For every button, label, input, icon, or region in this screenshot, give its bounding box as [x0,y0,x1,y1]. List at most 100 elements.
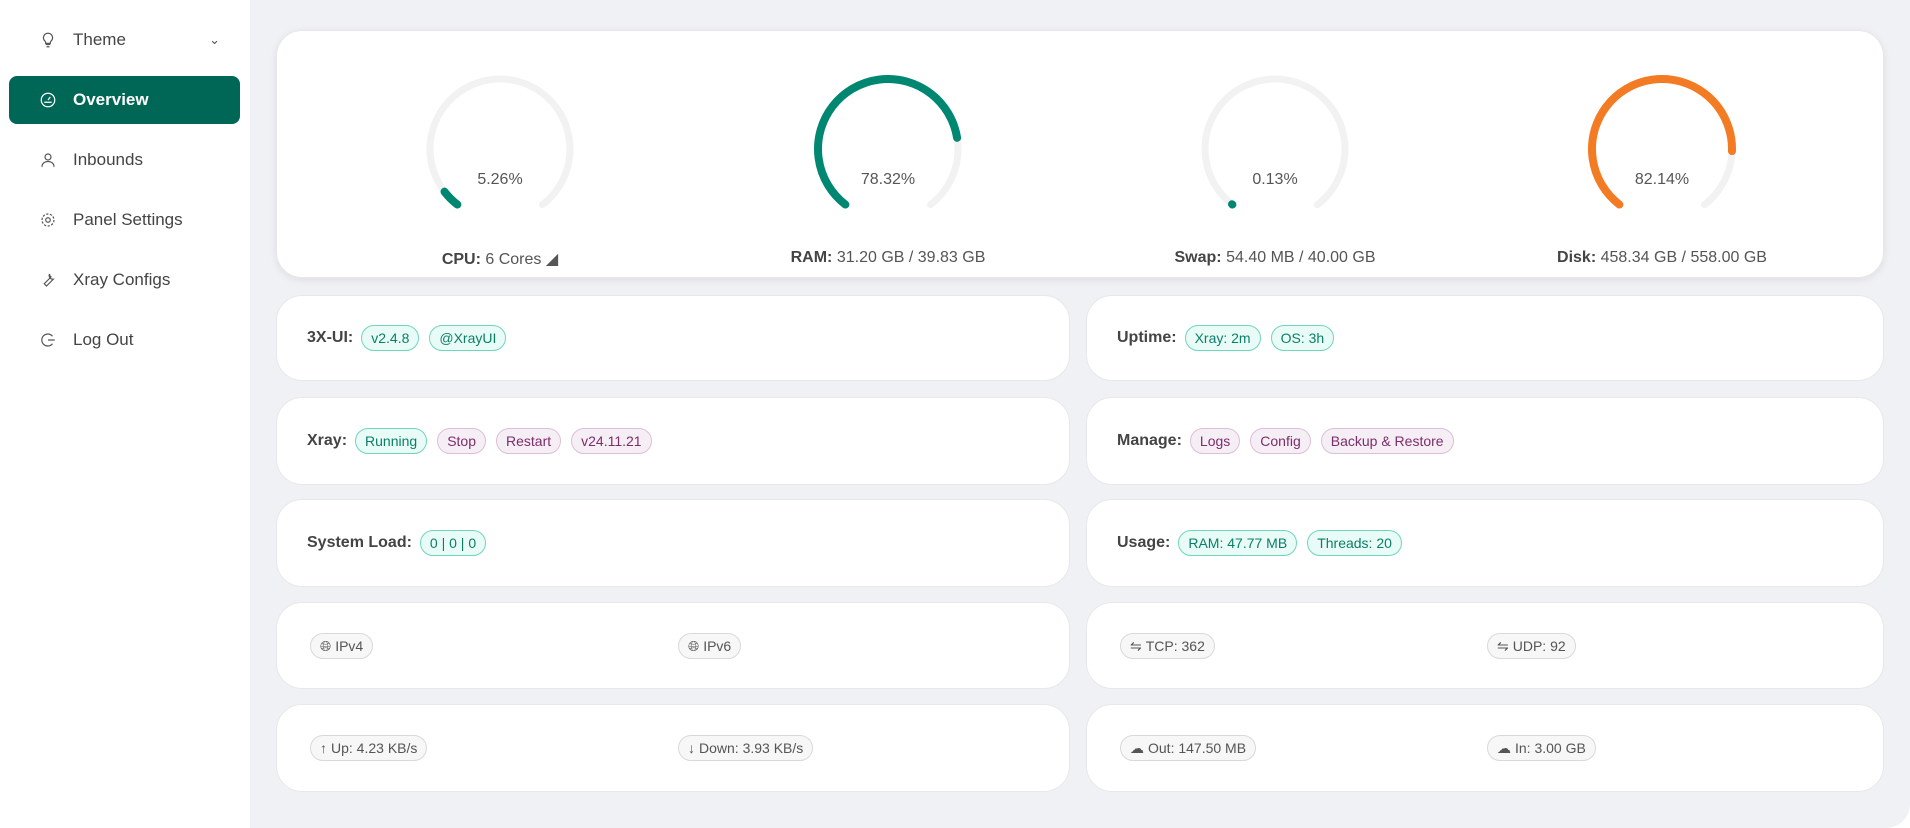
globe-icon: 🌐︎ [320,637,332,654]
gauge-cpu: 5.26% CPU: 6 Cores ◢ [350,69,650,269]
telegram-link[interactable]: @XrayUI [429,325,507,351]
config-button[interactable]: Config [1250,428,1311,454]
swap-arrows-icon: ⇋ [1497,637,1509,654]
panel-label: 3X-UI: [307,329,354,346]
udp-tag: ⇋ UDP: 92 [1487,632,1576,659]
logs-button[interactable]: Logs [1189,428,1241,454]
system-load-value: 0 | 0 | 0 [419,530,487,556]
restart-button[interactable]: Restart [496,428,562,454]
gauge-label: RAM: 31.20 GB / 39.83 GB [790,249,986,266]
logout-icon [41,333,55,347]
gauge-arc [814,74,962,223]
sidebar-item-inbounds[interactable]: Inbounds [9,136,240,184]
gauge-value: 78.32% [860,171,916,188]
sidebar-item-label: Log Out [73,330,134,349]
sidebar-item-panel-settings[interactable]: Panel Settings [9,196,240,244]
gauge-trail [1588,75,1736,223]
gauge-ram: 78.32% RAM: 31.20 GB / 39.83 GB [738,69,1038,267]
sidebar-item-label: Xray Configs [73,270,171,289]
main-content: 5.26% CPU: 6 Cores ◢ 78.32% RAM: 31.20 G… [250,0,1910,828]
system-load-label: System Load: [307,534,412,551]
wrench-icon [43,273,55,287]
speed-card: ↑ Up: 4.23 KB/s ↓ Down: 3.93 KB/s [276,704,1070,792]
tcp-tag: ⇋ TCP: 362 [1120,632,1215,659]
traffic-in: In: 3.00 GB [1515,740,1586,756]
sidebar-item-label: Theme [73,30,126,49]
gauge-trail [1201,75,1349,223]
gauge-trail [814,75,962,223]
stop-button[interactable]: Stop [437,428,486,454]
gauge-arc [1588,74,1736,223]
sidebar-item-label: Inbounds [73,150,143,169]
udp-label: UDP: 92 [1512,637,1566,654]
traffic-card: ☁︎ Out: 147.50 MB ☁︎ In: 3.00 GB [1086,704,1884,792]
tcp-label: TCP: 362 [1145,637,1205,654]
gauge-progress [426,74,575,223]
gauge-value: 5.26% [477,171,523,188]
system-load-card: System Load: 0 | 0 | 0 [276,499,1070,587]
gauge-value: 82.14% [1634,171,1690,188]
chevron-down-icon: ⌄ [209,32,220,47]
gear-icon [41,213,55,227]
xray-status-badge: Running [355,428,428,454]
bulb-icon [42,32,54,48]
area-chart-icon[interactable]: ◢ [545,251,559,268]
cloud-upload-icon: ☁︎ [1130,740,1144,756]
ipv6-label: IPv6 [703,637,732,654]
os-uptime-tag: OS: 3h [1270,325,1335,351]
traffic-out: Out: 147.50 MB [1148,740,1247,756]
gauge-value: 0.13% [1252,171,1298,188]
dashboard-icon [40,92,56,108]
arrow-down-icon: ↓ [688,740,695,756]
system-gauges-card: 5.26% CPU: 6 Cores ◢ 78.32% RAM: 31.20 G… [276,30,1884,278]
globe-icon: 🌐︎ [688,637,700,654]
gauge-disk: 82.14% Disk: 458.34 GB / 558.00 GB [1512,69,1812,267]
user-icon [41,153,55,167]
xray-uptime-tag: Xray: 2m [1184,325,1261,351]
uptime-label: Uptime: [1117,329,1177,346]
ram-usage-tag: RAM: 47.77 MB [1178,530,1298,556]
xray-label: Xray: [307,432,348,449]
usage-card: Usage: RAM: 47.77 MB Threads: 20 [1086,499,1884,587]
ipv4-label: IPv4 [335,637,364,654]
sidebar-item-overview[interactable]: Overview [9,76,240,124]
gauge-label: CPU: 6 Cores ◢ [441,251,559,268]
sidebar-item-label: Overview [73,90,149,109]
uptime-card: Uptime: Xray: 2m OS: 3h [1086,295,1884,381]
xray-status-card: Xray: Running Stop Restart v24.11.21 [276,397,1070,485]
gauge-arc [426,74,575,223]
gauge-label: Disk: 458.34 GB / 558.00 GB [1557,249,1767,266]
xray-version-button[interactable]: v24.11.21 [571,428,652,454]
ipv4-tag[interactable]: 🌐︎ IPv4 [310,632,374,659]
gauge-progress [814,74,962,223]
ipv6-tag[interactable]: 🌐︎ IPv6 [678,632,742,659]
swap-arrows-icon: ⇋ [1130,637,1142,654]
gauge-progress [1588,74,1736,223]
manage-card: Manage: Logs Config Backup & Restore [1086,397,1884,485]
sidebar-item-log-out[interactable]: Log Out [9,316,240,364]
upload-speed: Up: 4.23 KB/s [331,740,418,756]
ip-card: 🌐︎ IPv4 🌐︎ IPv6 [276,602,1070,689]
sidebar-item-label: Panel Settings [73,210,183,229]
gauge-progress [1201,74,1349,223]
sidebar-item-theme[interactable]: Theme ⌄ [9,16,240,64]
upload-speed-tag: ↑ Up: 4.23 KB/s [310,735,428,761]
connections-card: ⇋ TCP: 362 ⇋ UDP: 92 [1086,602,1884,689]
cloud-download-icon: ☁︎ [1497,740,1511,756]
sidebar-item-xray-configs[interactable]: Xray Configs [9,256,240,304]
download-speed-tag: ↓ Down: 3.93 KB/s [678,735,814,761]
traffic-out-tag: ☁︎ Out: 147.50 MB [1120,735,1257,761]
gauge-arc [1201,74,1349,223]
panel-version-card: 3X-UI: v2.4.8 @XrayUI [276,295,1070,381]
download-speed: Down: 3.93 KB/s [699,740,804,756]
gauge-label: Swap: 54.40 MB / 40.00 GB [1174,249,1376,266]
sidebar: Theme ⌄ Overview Inbounds Panel Settings… [0,0,250,828]
gauge-trail [426,75,574,223]
gauge-swap: 0.13% Swap: 54.40 MB / 40.00 GB [1125,69,1425,267]
usage-label: Usage: [1117,534,1171,551]
backup-restore-button[interactable]: Backup & Restore [1320,428,1454,454]
arrow-up-icon: ↑ [320,740,327,756]
threads-tag: Threads: 20 [1307,530,1402,556]
traffic-in-tag: ☁︎ In: 3.00 GB [1487,735,1596,761]
version-tag: v2.4.8 [361,325,420,351]
